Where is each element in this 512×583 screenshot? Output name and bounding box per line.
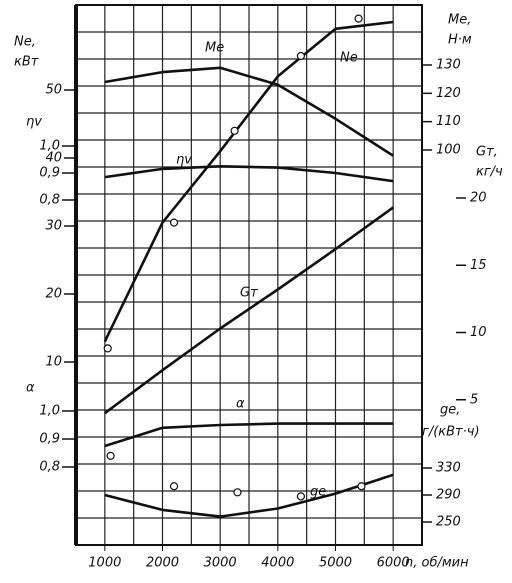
y-tick-label: 100 (436, 143, 461, 158)
curve (104, 473, 394, 518)
curve (103, 20, 394, 343)
y-axis-label: кг/ч (476, 165, 503, 180)
y-axis-label: Gт, (476, 145, 498, 160)
y-axis-label: ηv (26, 115, 42, 130)
curve-label: Nе (340, 51, 358, 66)
x-tick-label: 1000 (88, 556, 121, 571)
curve-label: ηv (176, 153, 192, 168)
measured-point (103, 344, 112, 353)
measured-point (296, 492, 305, 501)
y-tick-label: 20 (45, 287, 62, 302)
curve-label: α (236, 397, 245, 412)
grid (75, 4, 423, 545)
y-tick-label: 30 (45, 219, 62, 234)
y-tick-label: 5 (470, 392, 478, 407)
y-tick-label: 0,8 (39, 193, 60, 208)
y-tick-label: 330 (436, 461, 461, 476)
y-tick-label: 1,0 (39, 404, 60, 419)
y-tick-label: 290 (436, 488, 461, 503)
y-axis-label: кВт (14, 55, 39, 70)
y-axis-label: Nе, (14, 35, 36, 50)
y-tick-label: 0,8 (39, 460, 60, 475)
y-tick-label: 110 (436, 114, 461, 129)
curve-label: Gт (240, 286, 258, 301)
curve-label: gе (310, 485, 326, 500)
measured-point (357, 482, 366, 491)
y-axis-label: gе, (440, 403, 460, 418)
y-tick-label: 0,9 (39, 432, 60, 447)
x-tick-label: 3000 (204, 556, 237, 571)
curve (104, 422, 394, 448)
y-axis-label: г/(кВт·ч) (422, 425, 480, 440)
x-tick-label: 2000 (146, 556, 179, 571)
y-tick-label: 130 (436, 58, 461, 73)
y-tick-label: 250 (436, 515, 461, 530)
y-axis-label: α (26, 381, 35, 396)
x-tick-label: 6000 (377, 556, 410, 571)
curve-label: Mе (205, 41, 224, 56)
y-tick-label: 10 (470, 325, 487, 340)
y-tick-label: 10 (45, 355, 62, 370)
measured-point (169, 482, 179, 491)
measured-point (169, 218, 179, 227)
y-axis-label: Mе, (448, 13, 471, 28)
x-tick-label: 4000 (261, 556, 294, 571)
measured-point (106, 451, 115, 460)
y-tick-label: 50 (45, 83, 62, 98)
x-tick-label: 5000 (319, 556, 352, 571)
measured-point (296, 51, 305, 61)
y-tick-label: 1,0 (39, 139, 60, 154)
curve (104, 66, 394, 157)
y-tick-label: 15 (470, 258, 487, 273)
measured-point (230, 126, 239, 135)
y-tick-label: 0,9 (39, 166, 60, 181)
y-tick-label: 40 (45, 151, 62, 166)
curve (104, 165, 394, 183)
curve (104, 206, 394, 415)
y-axis-label: Н·м (448, 33, 472, 48)
measured-point (354, 14, 363, 23)
x-axis-label: n, об/мин (405, 556, 469, 571)
y-tick-label: 20 (470, 191, 487, 206)
y-tick-label: 120 (436, 86, 461, 101)
measured-point (233, 488, 242, 497)
